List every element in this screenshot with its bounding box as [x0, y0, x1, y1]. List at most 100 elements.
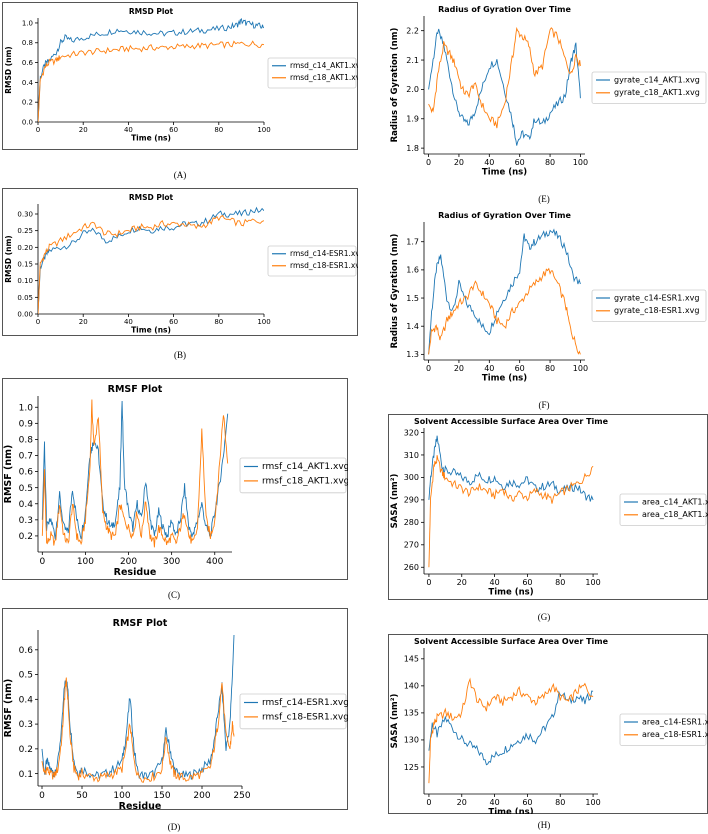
chart-e-y-tick-label: 2.0: [406, 85, 419, 94]
chart-f-series-line-1: [428, 228, 581, 355]
chart-f-x-tick-label: 40: [484, 364, 494, 373]
chart-panel-f: Radius of Gyration Over Time 0 20 40 60 80 100…: [388, 208, 708, 390]
chart-f-x-tick-label: 20: [454, 364, 464, 373]
chart-b-xlabel: Time (ns): [131, 325, 171, 334]
chart-b-x-tick-label: 60: [169, 318, 178, 326]
chart-g-x-tick-label: 40: [489, 578, 499, 587]
chart-d-x-tick-label: 0: [39, 791, 45, 801]
chart-g-y-tick-label: 260: [404, 563, 419, 572]
chart-b-ylabel: RMSD (nm): [4, 235, 13, 283]
chart-d-series-line-1: [41, 634, 235, 781]
chart-a-x-tick-label: 100: [257, 126, 270, 134]
chart-b-series-line-2: [38, 214, 264, 314]
chart-f-title: Radius of Gyration Over Time: [438, 211, 571, 220]
chart-f-y-tick-label: 1.7: [406, 238, 419, 247]
chart-e: Radius of Gyration Over Time 0 20 40 60 80 100…: [390, 5, 707, 178]
chart-g-y-tick-label: 280: [404, 518, 419, 527]
chart-f-series-line-2: [428, 267, 581, 355]
chart-b-legend-label: rmsd_c18-ESR1.xvg: [290, 261, 358, 270]
chart-a-y-tick-label: 0.6: [22, 59, 34, 67]
chart-b-y-tick-label: 0.30: [17, 210, 33, 218]
chart-c-y-tick-label: 0.3: [19, 516, 33, 526]
chart-f-y-tick-label: 1.6: [406, 266, 419, 275]
chart-f-legend-label: gyrate_c18-ESR1.xvg: [614, 306, 699, 315]
chart-f-ylabel: Radius of Gyration (nm): [390, 233, 400, 348]
chart-b-x-tick-label: 20: [79, 318, 88, 326]
chart-e-x-tick-label: 40: [484, 158, 494, 167]
chart-c-y-tick-label: 0.2: [19, 532, 33, 542]
chart-b-x-tick-label: 100: [257, 318, 270, 326]
chart-a-series-line-2: [38, 40, 264, 122]
chart-g-series-line-1: [428, 435, 594, 502]
caption-g: (G): [537, 612, 551, 622]
chart-d-y-tick-label: 0.3: [19, 720, 33, 730]
caption-c: (C): [168, 590, 180, 600]
chart-g-xlabel: Time (ns): [488, 588, 533, 598]
chart-d-y-tick-label: 0.4: [19, 695, 34, 705]
chart-f-x-tick-label: 80: [545, 364, 555, 373]
chart-a-xlabel: Time (ns): [131, 133, 171, 142]
chart-h-x-tick-label: 60: [522, 798, 532, 807]
caption-f: (F): [538, 400, 550, 410]
chart-f-x-tick-label: 100: [573, 364, 588, 373]
chart-c-xlabel: Residue: [114, 567, 157, 578]
chart-c-legend: [239, 457, 347, 494]
chart-h-x-tick-label: 0: [426, 798, 431, 807]
chart-a-legend-label: rmsd_c14_AKT1.xvg: [290, 61, 358, 70]
chart-b-y-tick-label: 0.05: [17, 294, 33, 302]
chart-a-x-tick-label: 80: [214, 126, 223, 134]
chart-g-x-tick-label: 80: [555, 578, 565, 587]
chart-h-x-tick-label: 40: [489, 798, 499, 807]
chart-c-x-tick-label: 400: [206, 557, 223, 567]
chart-h-title: Solvent Accessible Surface Area Over Tim…: [414, 637, 609, 646]
chart-g-y-tick-label: 270: [404, 541, 419, 550]
chart-f-x-tick-label: 60: [515, 364, 525, 373]
chart-e-y-tick-label: 2.1: [406, 56, 419, 65]
chart-a-title: RMSD Plot: [129, 7, 174, 16]
chart-f-y-tick-label: 1.4: [406, 322, 419, 331]
chart-e-x-tick-label: 100: [573, 158, 588, 167]
chart-c-title: RMSF Plot: [108, 384, 163, 395]
chart-panel-c: RMSF Plot 0 100 200 300 400 0.2 0.3 0.4 0.5 0.6 0.7…: [2, 378, 348, 580]
chart-b-title: RMSD Plot: [129, 193, 174, 202]
chart-h-x-tick-label: 80: [555, 798, 565, 807]
chart-b-y-tick-label: 0.10: [17, 277, 33, 285]
chart-e-y-tick-label: 1.9: [406, 115, 419, 124]
chart-g-series-line-2: [428, 455, 594, 568]
chart-h-legend-label: area_c14-ESR1.xvg: [642, 717, 708, 726]
chart-c-ylabel: RMSF (nm): [3, 445, 14, 504]
chart-d-x-tick-label: 100: [113, 791, 130, 801]
chart-h-x-tick-label: 100: [585, 798, 600, 807]
caption-e: (E): [538, 194, 550, 204]
chart-b-y-tick-label: 0.20: [17, 244, 33, 252]
chart-a-frame: [2, 2, 358, 150]
chart-g: Solvent Accessible Surface Area Over Tim…: [388, 414, 708, 600]
chart-c-x-tick-label: 0: [39, 557, 45, 567]
chart-f-x-tick-label: 0: [426, 364, 431, 373]
chart-h-x-tick-label: 20: [457, 798, 467, 807]
chart-g-y-tick-label: 310: [404, 451, 419, 460]
chart-g-y-tick-label: 320: [404, 428, 419, 437]
chart-d-title: RMSF Plot: [113, 618, 168, 629]
chart-h-xlabel: Time (ns): [488, 808, 533, 814]
chart-e-legend: [591, 71, 707, 105]
chart-d-y-tick-label: 0.5: [19, 671, 33, 681]
chart-b-x-tick-label: 40: [124, 318, 133, 326]
chart-c-legend-label: rmsf_c18_AKT1.xvg: [262, 477, 348, 487]
chart-e-x-tick-label: 20: [454, 158, 464, 167]
chart-e-series-line-2: [428, 26, 581, 129]
chart-c-y-tick-label: 0.9: [19, 419, 34, 429]
caption-a: (A): [173, 170, 187, 180]
chart-g-legend: [619, 493, 707, 527]
chart-b-legend: [267, 245, 357, 277]
chart-e-x-tick-label: 80: [545, 158, 555, 167]
chart-c-y-tick-label: 0.8: [19, 436, 34, 446]
chart-h-legend: [619, 713, 707, 747]
chart-f-legend-label: gyrate_c14-ESR1.xvg: [614, 293, 699, 302]
chart-g-legend-label: area_c18_AKT1.xvg: [642, 510, 708, 519]
chart-f-legend: [591, 289, 707, 323]
chart-b-x-tick-label: 80: [214, 318, 223, 326]
chart-a-y-tick-label: 0.2: [22, 99, 33, 107]
chart-panel-a: RMSD Plot 0 20 40 60 80 100 0.0 0.2 0.4 0.6 0.8 1.0 T…: [2, 2, 358, 150]
chart-h-y-tick-label: 125: [404, 763, 419, 772]
